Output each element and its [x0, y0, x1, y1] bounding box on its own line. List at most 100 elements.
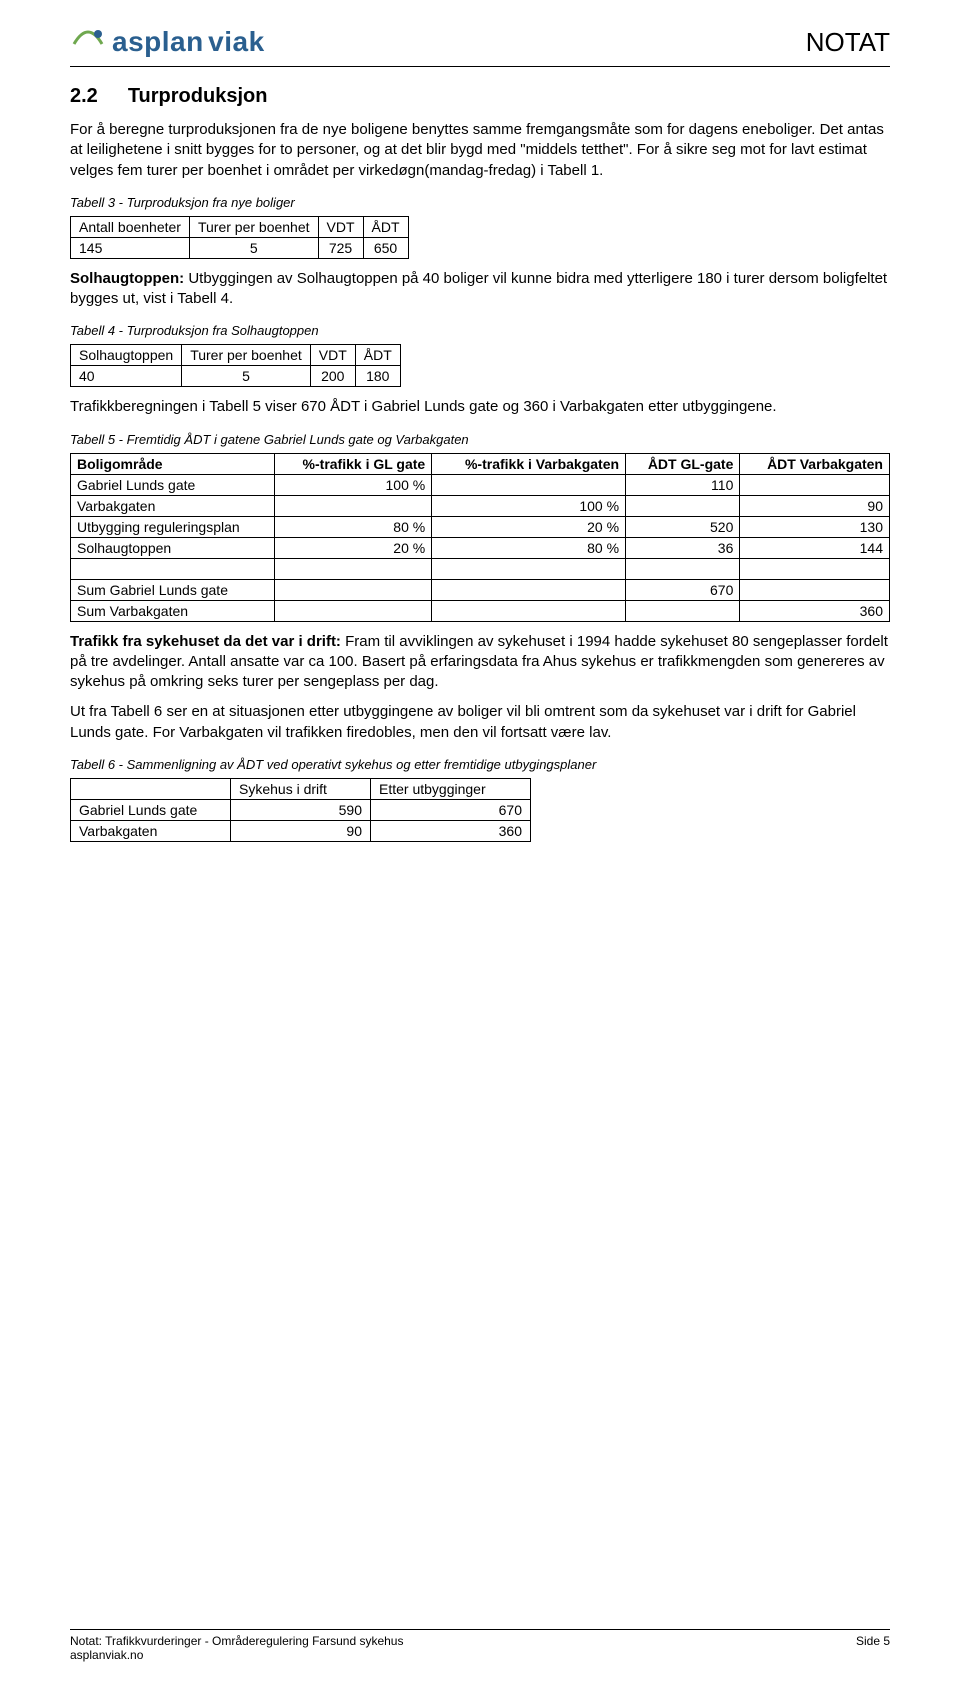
table-header: Sykehus i drift	[231, 778, 371, 799]
table-cell: 360	[371, 820, 531, 841]
logo-text-2: viak	[208, 26, 265, 57]
footer-page-number: Side 5	[856, 1634, 890, 1662]
table-cell: Sum Varbakgaten	[71, 600, 275, 621]
table-header: %-trafikk i GL gate	[274, 453, 431, 474]
table-cell: 80 %	[432, 537, 626, 558]
logo: asplan viak	[70, 24, 265, 60]
table-cell: 520	[626, 516, 740, 537]
table-header: ÅDT Varbakgaten	[740, 453, 890, 474]
paragraph-4-lead: Trafikk fra sykehuset da det var i drift…	[70, 633, 341, 650]
page-header: asplan viak NOTAT	[70, 24, 890, 67]
paragraph-2: Solhaugtoppen: Utbyggingen av Solhaugtop…	[70, 269, 890, 310]
table-row: Gabriel Lunds gate 590 670	[71, 799, 531, 820]
table-row: Solhaugtoppen 20 % 80 % 36 144	[71, 537, 890, 558]
table-cell: 144	[740, 537, 890, 558]
table-cell: 200	[310, 366, 355, 387]
table-6: Sykehus i drift Etter utbygginger Gabrie…	[70, 778, 531, 842]
table-cell	[740, 558, 890, 579]
footer-left: Notat: Trafikkvurderinger - Områderegule…	[70, 1634, 403, 1662]
table-row-sum: Sum Gabriel Lunds gate 670	[71, 579, 890, 600]
table-row: 145 5 725 650	[71, 237, 409, 258]
table-header: Antall boenheter	[71, 216, 190, 237]
table-cell: 670	[626, 579, 740, 600]
footer-url: asplanviak.no	[70, 1648, 403, 1662]
table-cell	[740, 474, 890, 495]
table-cell: 360	[740, 600, 890, 621]
table-cell	[626, 558, 740, 579]
table-cell	[274, 600, 431, 621]
table-row: Varbakgaten 100 % 90	[71, 495, 890, 516]
table-row: Sykehus i drift Etter utbygginger	[71, 778, 531, 799]
footer-title: Notat: Trafikkvurderinger - Områderegule…	[70, 1634, 403, 1648]
section-heading: 2.2 Turproduksjon	[70, 85, 890, 108]
table-cell: 80 %	[274, 516, 431, 537]
table-cell: 650	[363, 237, 408, 258]
table-header: Turer per boenhet	[189, 216, 318, 237]
table-header: VDT	[318, 216, 363, 237]
table-row: Boligområde %-trafikk i GL gate %-trafik…	[71, 453, 890, 474]
table-header: ÅDT GL-gate	[626, 453, 740, 474]
table5-caption: Tabell 5 - Fremtidig ÅDT i gatene Gabrie…	[70, 432, 890, 447]
document-type-label: NOTAT	[806, 27, 890, 58]
table-cell	[432, 579, 626, 600]
table-cell: Sum Gabriel Lunds gate	[71, 579, 275, 600]
table-cell: 20 %	[274, 537, 431, 558]
table-5: Boligområde %-trafikk i GL gate %-trafik…	[70, 453, 890, 622]
table6-caption: Tabell 6 - Sammenligning av ÅDT ved oper…	[70, 757, 890, 772]
table-cell: 40	[71, 366, 182, 387]
logo-text-1: asplan	[112, 26, 204, 57]
document-page: asplan viak NOTAT 2.2 Turproduksjon For …	[0, 0, 960, 1682]
table4-caption: Tabell 4 - Turproduksjon fra Solhaugtopp…	[70, 323, 890, 338]
table-cell: 90	[231, 820, 371, 841]
table-cell: 5	[189, 237, 318, 258]
table-cell	[626, 600, 740, 621]
table-cell	[626, 495, 740, 516]
paragraph-5: Ut fra Tabell 6 ser en at situasjonen et…	[70, 702, 890, 743]
table-cell: 36	[626, 537, 740, 558]
table-header: ÅDT	[363, 216, 408, 237]
table-cell: 110	[626, 474, 740, 495]
paragraph-4: Trafikk fra sykehuset da det var i drift…	[70, 632, 890, 693]
table-cell: 590	[231, 799, 371, 820]
table-cell	[432, 600, 626, 621]
table-cell	[274, 558, 431, 579]
section-number: 2.2	[70, 85, 98, 108]
table-cell	[71, 558, 275, 579]
table-cell	[274, 579, 431, 600]
table-cell: 130	[740, 516, 890, 537]
page-footer: Notat: Trafikkvurderinger - Områderegule…	[70, 1629, 890, 1662]
table-cell	[432, 474, 626, 495]
table-cell: 670	[371, 799, 531, 820]
table-cell: 100 %	[432, 495, 626, 516]
table-header: VDT	[310, 345, 355, 366]
table-row-sum: Sum Varbakgaten 360	[71, 600, 890, 621]
table-cell	[740, 579, 890, 600]
table-header: Turer per boenhet	[182, 345, 311, 366]
table-header: ÅDT	[355, 345, 400, 366]
table-4: Solhaugtoppen Turer per boenhet VDT ÅDT …	[70, 344, 401, 387]
table-cell: 180	[355, 366, 400, 387]
table-cell: Solhaugtoppen	[71, 537, 275, 558]
table-row: Utbygging reguleringsplan 80 % 20 % 520 …	[71, 516, 890, 537]
paragraph-2-lead: Solhaugtoppen:	[70, 270, 184, 287]
table-row: Antall boenheter Turer per boenhet VDT Å…	[71, 216, 409, 237]
table-header: Boligområde	[71, 453, 275, 474]
section-title: Turproduksjon	[128, 85, 268, 108]
table-header: Solhaugtoppen	[71, 345, 182, 366]
table-header: Etter utbygginger	[371, 778, 531, 799]
paragraph-1: For å beregne turproduksjonen fra de nye…	[70, 120, 890, 181]
table-row: Gabriel Lunds gate 100 % 110	[71, 474, 890, 495]
paragraph-3: Trafikkberegningen i Tabell 5 viser 670 …	[70, 397, 890, 417]
table-cell: 145	[71, 237, 190, 258]
table3-caption: Tabell 3 - Turproduksjon fra nye boliger	[70, 195, 890, 210]
table-row: 40 5 200 180	[71, 366, 401, 387]
table-row-spacer	[71, 558, 890, 579]
table-cell: 5	[182, 366, 311, 387]
table-cell: Varbakgaten	[71, 495, 275, 516]
table-3: Antall boenheter Turer per boenhet VDT Å…	[70, 216, 409, 259]
table-header	[71, 778, 231, 799]
table-cell: Gabriel Lunds gate	[71, 474, 275, 495]
table-cell: 100 %	[274, 474, 431, 495]
paragraph-2-body: Utbyggingen av Solhaugtoppen på 40 bolig…	[70, 270, 887, 307]
table-cell: 725	[318, 237, 363, 258]
